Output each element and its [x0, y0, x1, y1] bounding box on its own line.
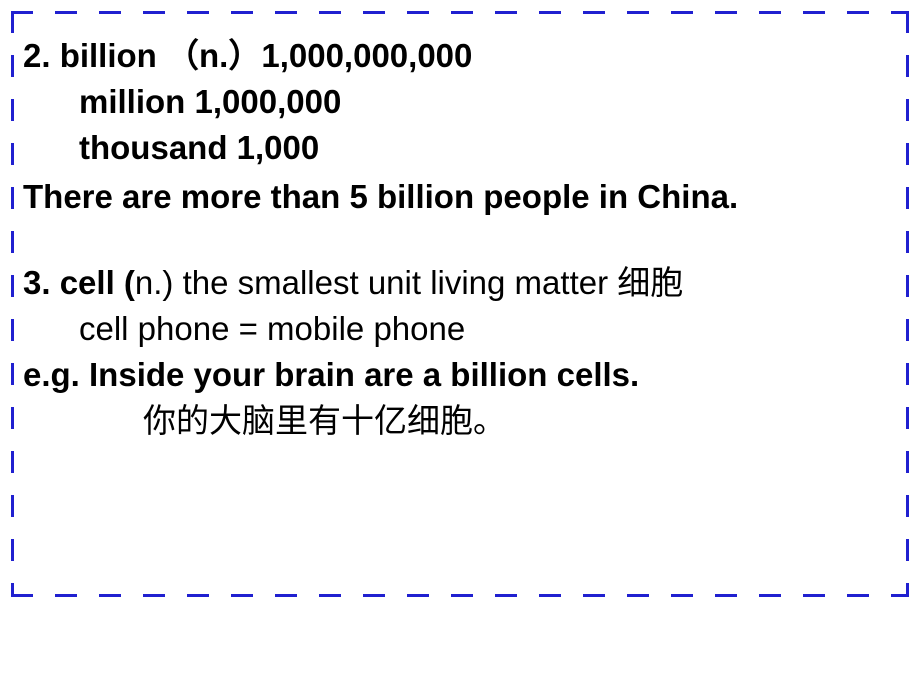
entry2-line1-post: ）1,000,000,000 — [228, 37, 472, 74]
entry2-line2: million 1,000,000 — [23, 79, 897, 125]
entry2-sentence: There are more than 5 billion people in … — [23, 174, 897, 220]
entry3-line1-rest: ) the smallest unit living matter 细胞 — [162, 264, 683, 301]
entry3-line1: 3. cell (n.) the smallest unit living ma… — [23, 260, 897, 306]
entry3-line4: 你的大脑里有十亿细胞。 — [23, 398, 897, 444]
entry3-block: 3. cell (n.) the smallest unit living ma… — [23, 260, 897, 445]
entry3-line1-bold: 3. cell ( — [23, 264, 135, 301]
entry2-line1-pos: n. — [199, 37, 228, 74]
entry3-line3: e.g. Inside your brain are a billion cel… — [23, 352, 897, 398]
slide-frame: 2. billion （n.）1,000,000,000 million 1,0… — [8, 8, 912, 600]
entry2-line1: 2. billion （n.）1,000,000,000 — [23, 33, 897, 79]
entry3-line1-pos: n. — [135, 264, 163, 301]
entry3-line2: cell phone = mobile phone — [23, 306, 897, 352]
entry2-line1-pre: 2. billion （ — [23, 37, 199, 74]
entry2-line3: thousand 1,000 — [23, 125, 897, 171]
slide-content: 2. billion （n.）1,000,000,000 million 1,0… — [23, 33, 897, 445]
